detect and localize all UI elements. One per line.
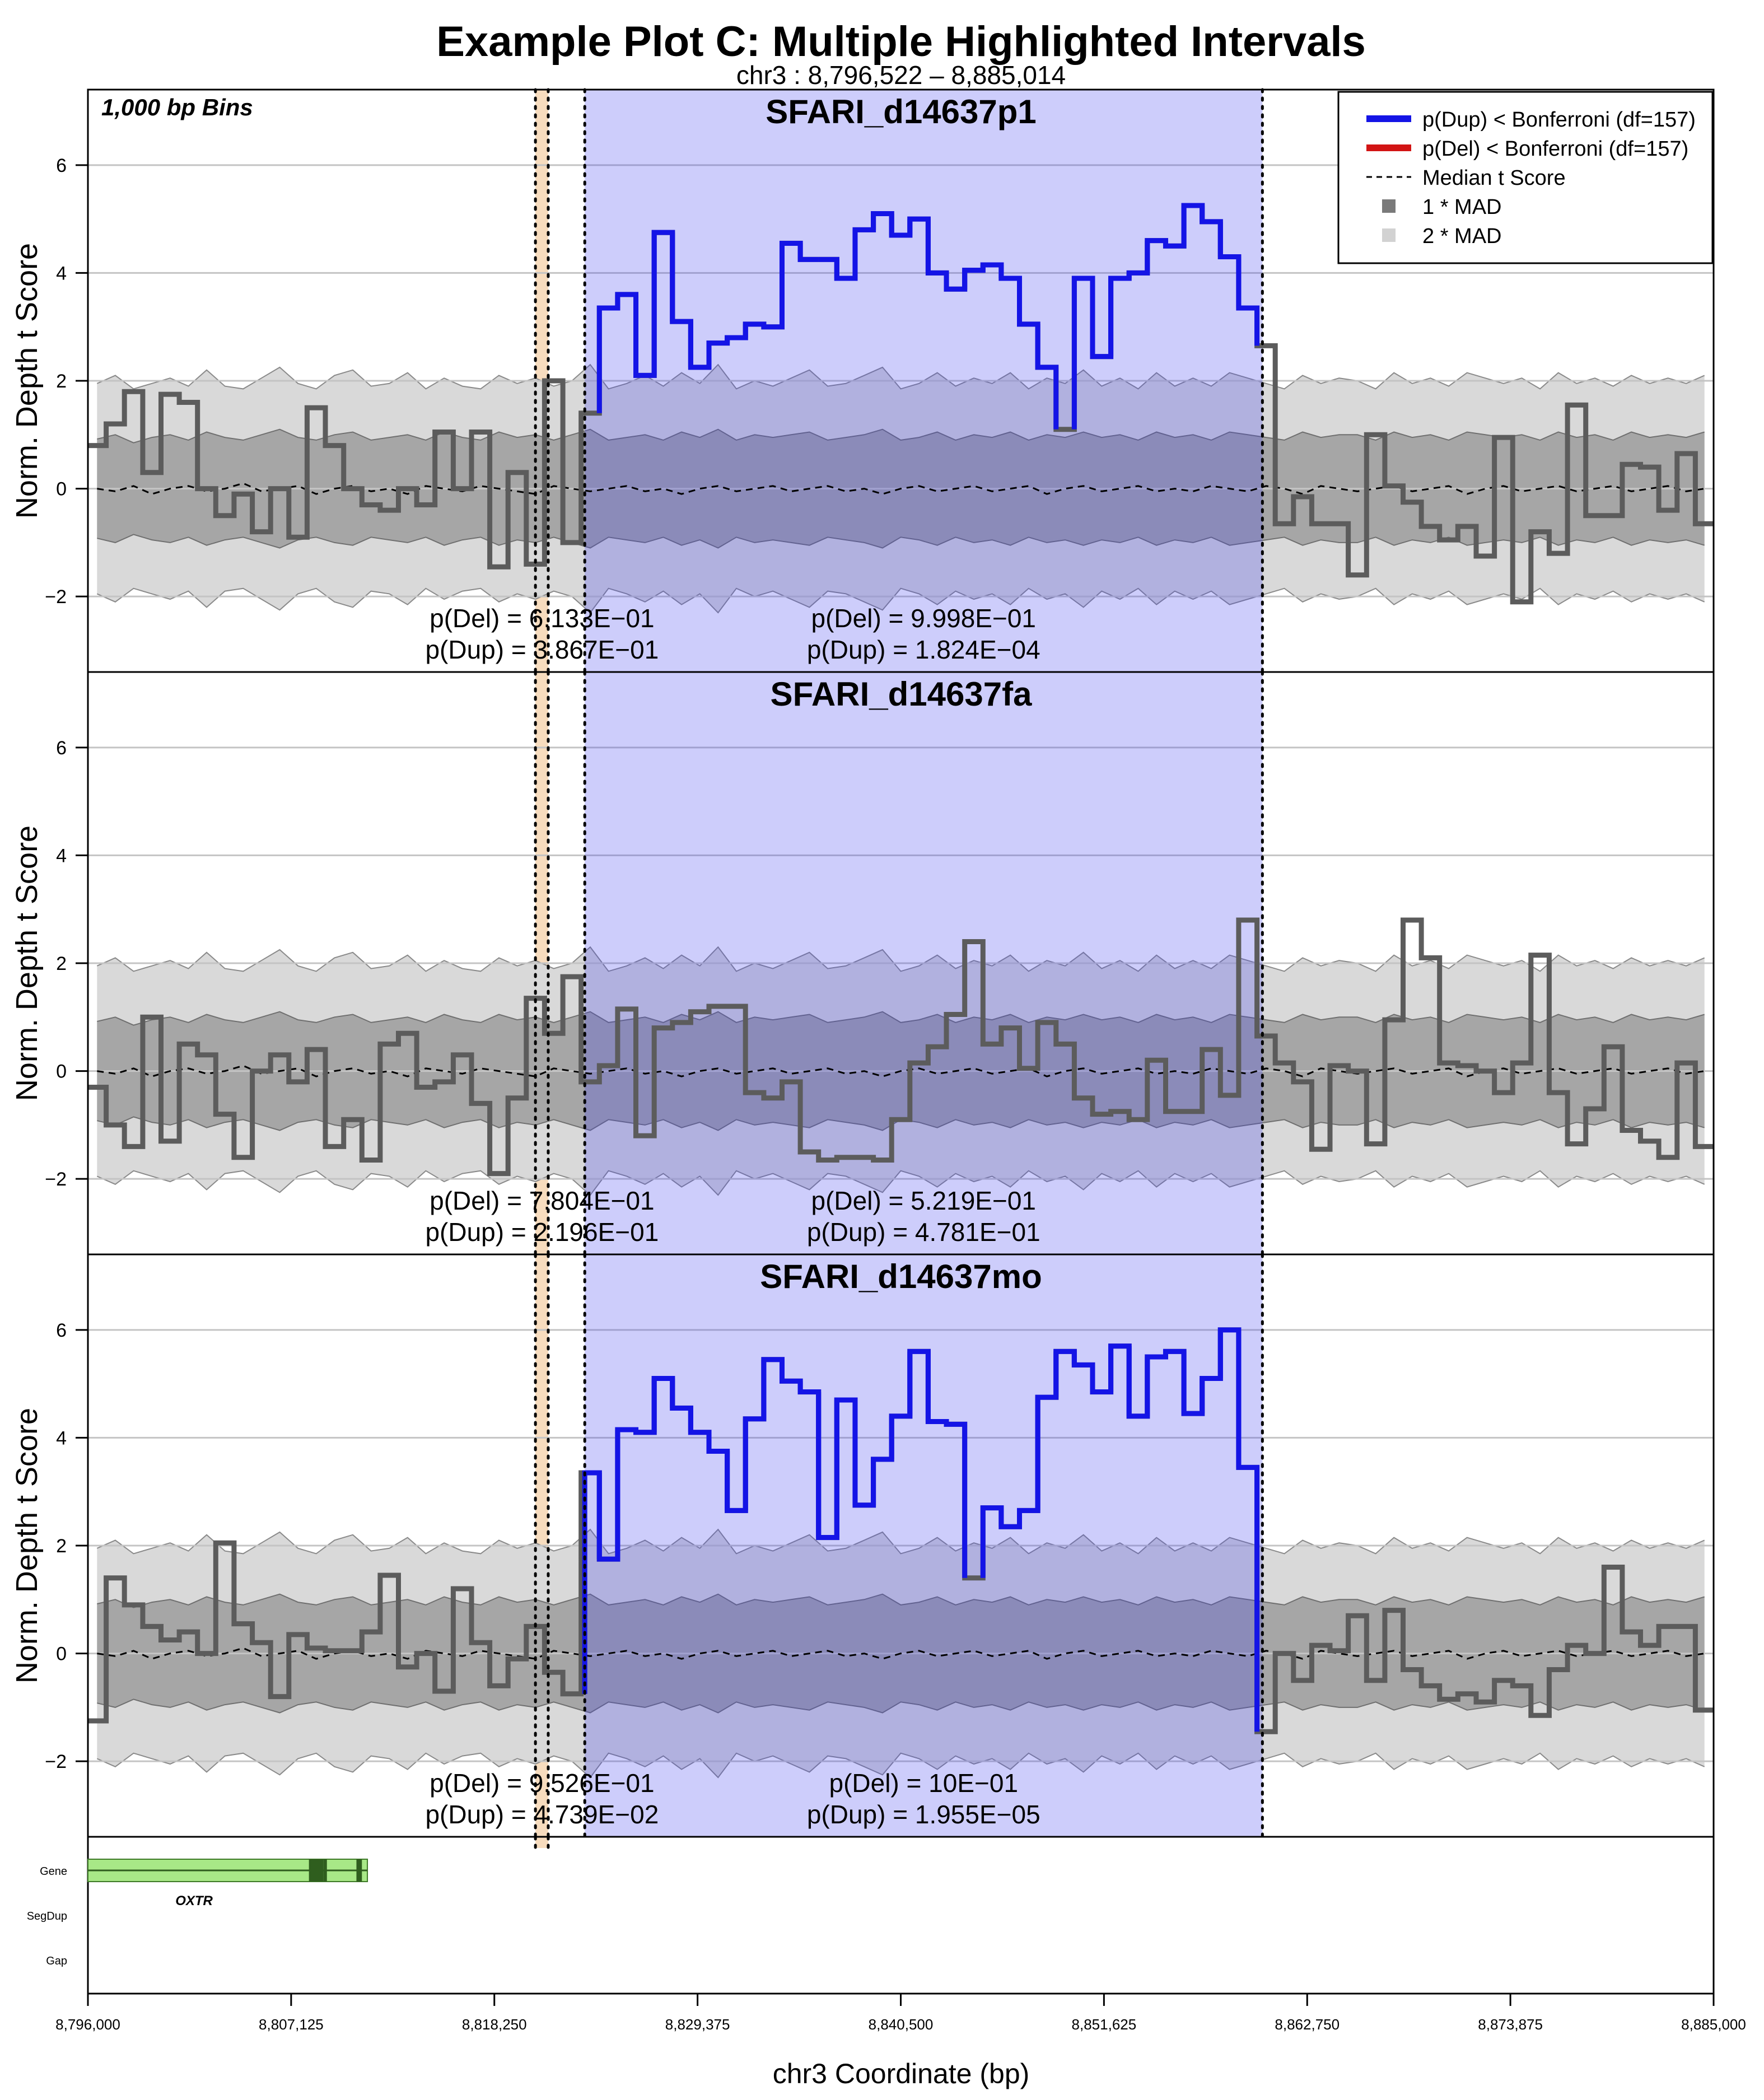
sample-name: SFARI_d14637p1 [766,93,1037,130]
sample-name: SFARI_d14637mo [760,1258,1042,1295]
y-tick-label: 4 [56,263,67,284]
legend-label: 1 * MAD [1422,195,1501,219]
legend-label: p(Dup) < Bonferroni (df=157) [1422,108,1696,132]
y-tick-label: 6 [56,155,67,176]
p-dup-label: p(Dup) = 1.955E−05 [807,1800,1040,1829]
dup-segment [1236,1329,1260,1732]
mad1-band-edge [97,534,1705,549]
mad1-band-edge [97,1011,1705,1026]
gene-label: OXTR [175,1893,213,1908]
p-dup-label: p(Dup) = 4.739E−02 [425,1800,659,1829]
p-del-label: p(Del) = 5.219E−01 [811,1186,1037,1215]
panel-2: −2 0 2 4 6 Norm. Depth t Score SFARI_d14637fap… [10,670,1715,1256]
highlight-interval-main [585,90,1263,672]
legend: p(Dup) < Bonferroni (df=157) p(Del) < Bon… [1337,91,1714,264]
y-tick-label: 6 [56,1320,67,1341]
highlight-interval-main [585,672,1263,1254]
y-tick-label: −2 [45,1751,67,1772]
y-tick-label: 6 [56,738,67,759]
bin-size-label: 1,000 bp Bins [101,94,253,120]
highlight-interval-small [535,1837,548,1848]
y-axis-label: Norm. Depth t Score [10,243,44,519]
gene-exon [323,1859,327,1882]
p-del-label: p(Del) = 10E−01 [829,1768,1018,1798]
mad1-band-edge [97,1593,1705,1608]
median-line [97,482,1705,495]
mad1-band-edge [97,1698,1705,1714]
median-line [97,1065,1705,1077]
x-tick-label: 8,818,250 [462,2016,527,2033]
sample-trace [88,917,1714,1177]
y-tick-label: 0 [56,1644,67,1665]
mad1-band-edge [97,428,1705,444]
x-tick-label: 8,851,625 [1072,2016,1137,2033]
p-dup-label: p(Dup) = 1.824E−04 [807,635,1040,664]
p-del-label: p(Del) = 6.133E−01 [430,604,655,633]
p-del-label: p(Del) = 9.526E−01 [430,1768,655,1798]
sample-name: SFARI_d14637fa [771,675,1033,713]
y-tick-label: 2 [56,371,67,392]
x-axis-label: chr3 Coordinate (bp) [773,2058,1030,2089]
p-dup-label: p(Dup) = 4.781E−01 [807,1217,1040,1247]
legend-label: 2 * MAD [1422,225,1501,248]
chart-title: Example Plot C: Multiple Highlighted Int… [436,18,1366,66]
p-del-label: p(Del) = 7.804E−01 [430,1186,655,1215]
y-axis-label: Norm. Depth t Score [10,825,44,1101]
y-tick-label: 2 [56,953,67,974]
dup-segment [1236,256,1260,346]
annotation-track-label: SegDup [27,1910,67,1922]
y-tick-label: 2 [56,1536,67,1557]
x-tick-label: 8,862,750 [1275,2016,1340,2033]
x-tick-label: 8,829,375 [665,2016,730,2033]
dup-segment [944,1421,968,1578]
legend-label: Median t Score [1422,166,1566,190]
highlight-interval-main [585,1254,1263,1837]
panel-3: −2 0 2 4 6 Norm. Depth t Score SFARI_d14637mop… [10,1253,1715,1838]
p-dup-label: p(Dup) = 3.867E−01 [425,635,659,664]
x-tick-label: 8,873,875 [1478,2016,1543,2033]
dup-segment [1035,324,1059,430]
annotation-panel: Gene SegDup Gap OXTR [27,1835,1715,1995]
median-line [97,1647,1705,1660]
x-tick-label: 8,796,000 [55,2016,120,2033]
annotation-track-label: Gap [46,1955,67,1967]
annotation-track-label: Gene [40,1865,67,1878]
y-tick-label: −2 [45,586,67,608]
y-tick-label: 0 [56,479,67,500]
x-tick-label: 8,807,125 [259,2016,324,2033]
x-tick-label: 8,840,500 [869,2016,934,2033]
p-dup-label: p(Dup) = 2.196E−01 [425,1217,659,1247]
y-tick-label: 4 [56,1427,67,1449]
x-tick-label: 8,885,000 [1681,2016,1746,2033]
gene-exon [309,1859,324,1882]
legend-swatch-box [1382,228,1396,242]
chart-subtitle: chr3 : 8,796,522 – 8,885,014 [736,60,1066,90]
p-del-label: p(Del) = 9.998E−01 [811,604,1037,633]
y-tick-label: 0 [56,1061,67,1082]
y-axis-label: Norm. Depth t Score [10,1408,44,1683]
dup-segment [797,243,819,262]
y-tick-label: −2 [45,1169,67,1190]
legend-swatch-box [1382,199,1396,213]
legend-label: p(Del) < Bonferroni (df=157) [1422,137,1688,161]
gene-exon [356,1859,362,1882]
y-tick-label: 4 [56,845,67,866]
